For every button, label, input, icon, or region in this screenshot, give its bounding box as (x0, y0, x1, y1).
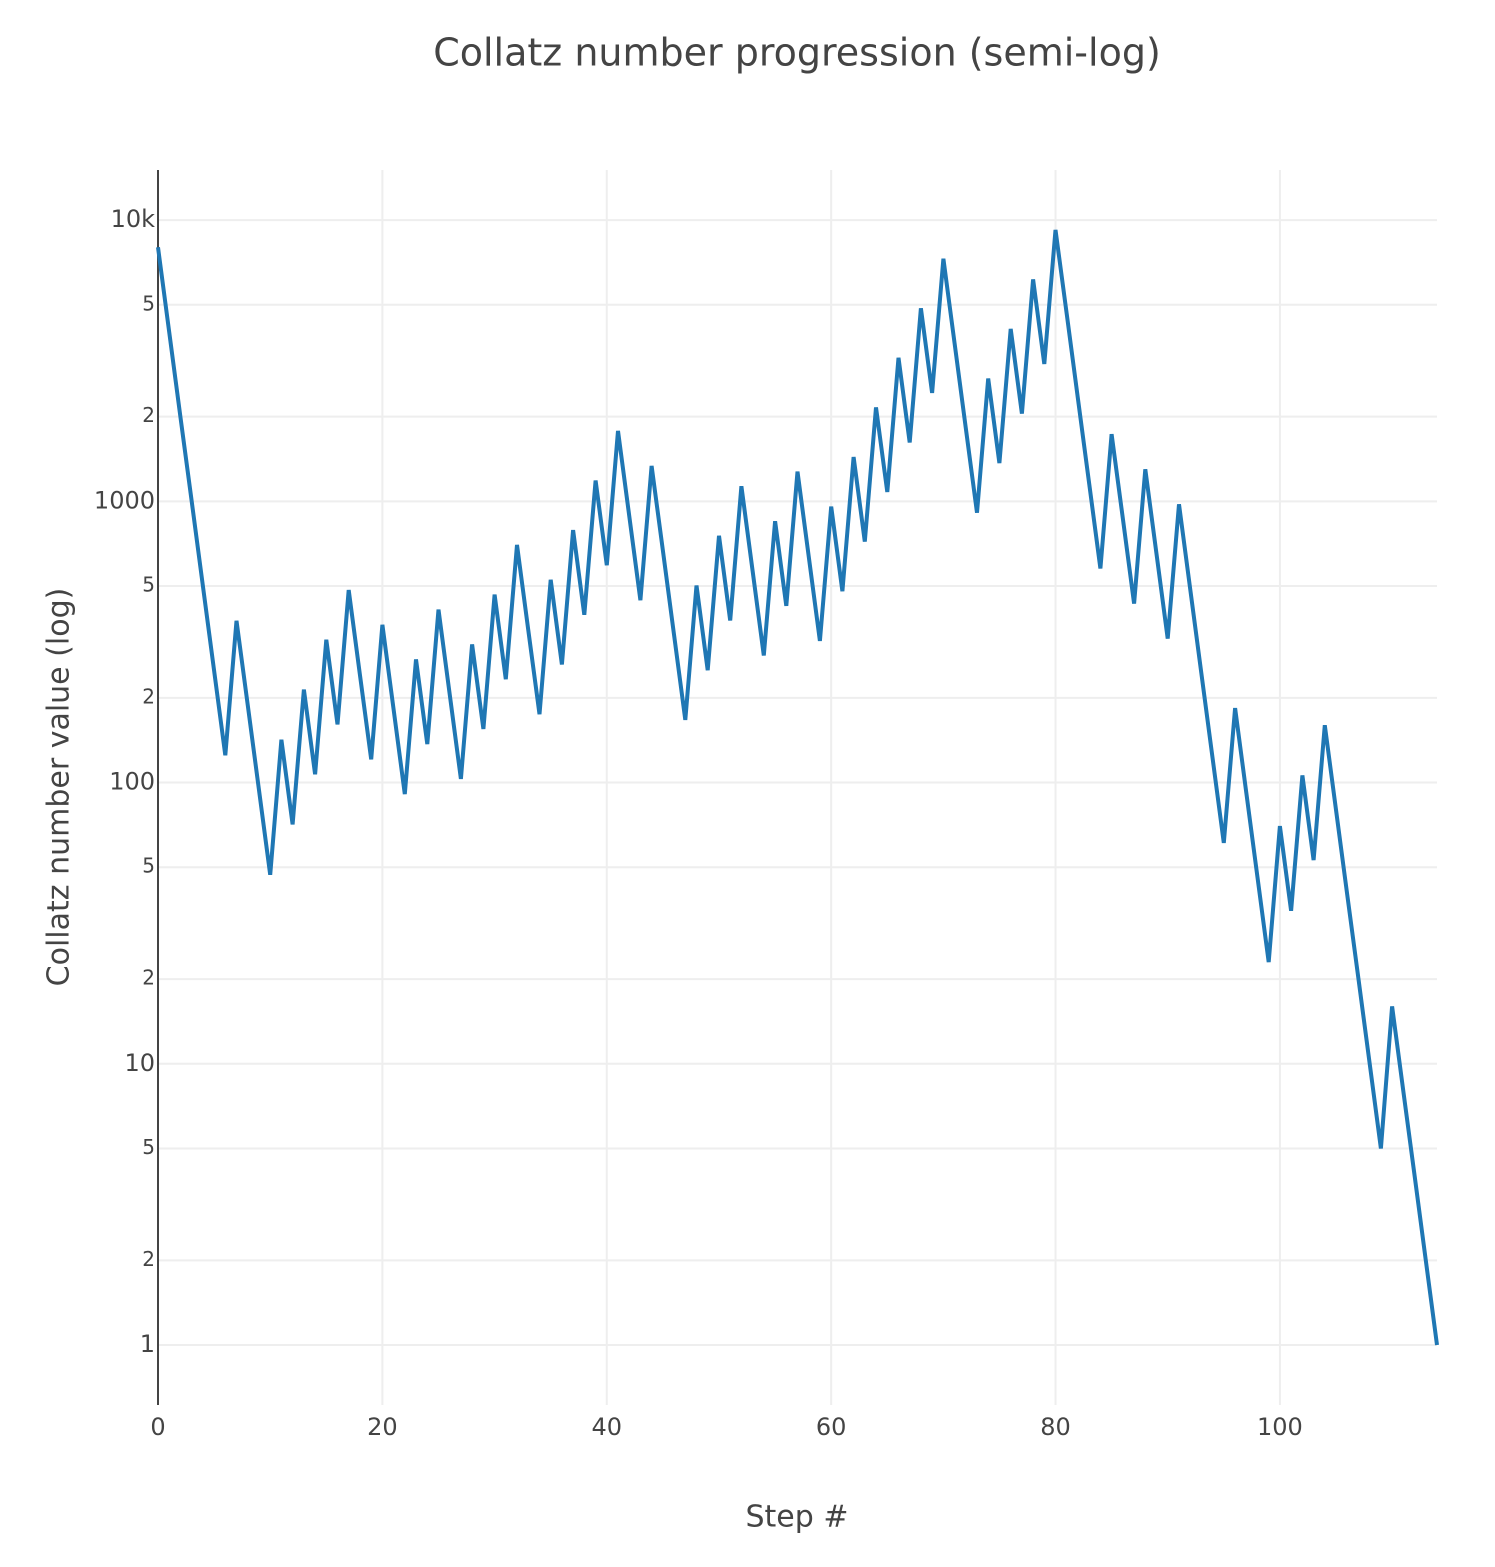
y-tick-label: 2 (142, 1247, 155, 1271)
x-tick-label: 40 (591, 1413, 622, 1441)
x-tick-label: 60 (816, 1413, 847, 1441)
x-tick-label: 80 (1040, 1413, 1071, 1441)
y-tick-label: 2 (142, 403, 155, 427)
y-tick-label: 5 (142, 854, 155, 878)
y-axis-title: Collatz number value (log) (42, 588, 77, 987)
x-tick-label: 0 (150, 1413, 165, 1441)
x-tick-label: 20 (367, 1413, 398, 1441)
x-axis-title: Step # (746, 1500, 849, 1535)
y-tick-label: 10k (111, 205, 156, 233)
y-tick-label: 1000 (94, 486, 155, 514)
chart-title: Collatz number progression (semi-log) (433, 31, 1161, 75)
y-tick-label: 1 (140, 1330, 155, 1358)
x-tick-label: 100 (1257, 1413, 1303, 1441)
y-tick-label: 10 (124, 1049, 155, 1077)
y-tick-label: 5 (142, 1135, 155, 1159)
y-tick-label: 5 (142, 291, 155, 315)
y-tick-label: 2 (142, 966, 155, 990)
y-tick-label: 5 (142, 572, 155, 596)
y-tick-label: 2 (142, 684, 155, 708)
y-tick-label: 100 (109, 768, 155, 796)
data-line (156, 229, 1439, 1346)
